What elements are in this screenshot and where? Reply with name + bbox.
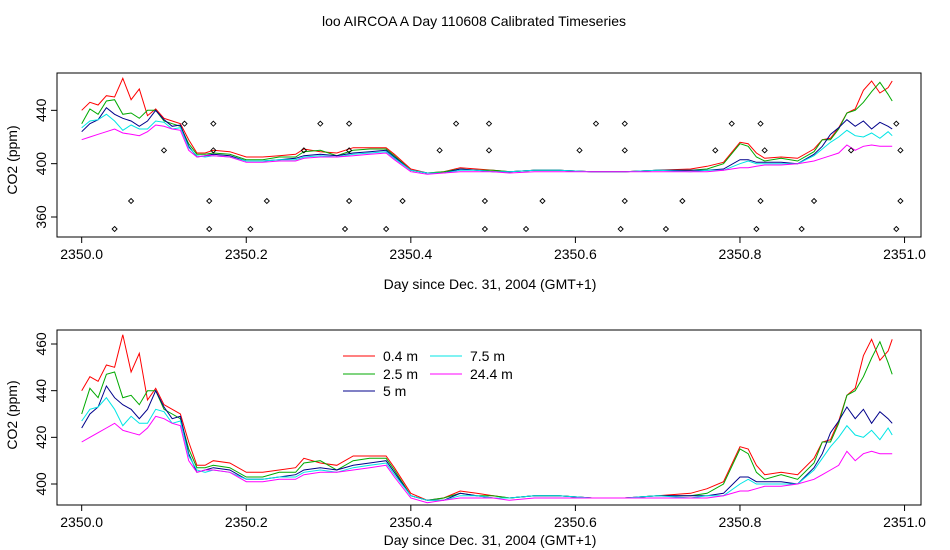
series-line-7-5-m-bottom [81, 396, 893, 501]
data-point [485, 147, 493, 154]
series-line-24-4-m-top [81, 124, 893, 175]
data-point [181, 120, 188, 127]
data-point [757, 120, 764, 127]
data-point [111, 225, 118, 233]
legend-label-7-5m: 7.5 m [470, 348, 505, 364]
data-point [893, 120, 900, 127]
data-point [247, 225, 254, 233]
data-point [127, 197, 135, 205]
plot-frame-top [56, 72, 922, 238]
data-point [798, 225, 805, 233]
data-point [662, 225, 670, 233]
y-axis-label-bottom: CO2 (ppm) [4, 380, 20, 449]
y-axis-label-top: CO2 (ppm) [4, 125, 20, 194]
data-point [452, 120, 460, 127]
figure-title: loo AIRCOA A Day 110608 Calibrated Times… [322, 13, 626, 29]
data-point [621, 120, 628, 127]
plot-frame-bottom [56, 329, 922, 506]
data-point [300, 147, 307, 154]
y-tick-label-top: 400 [33, 152, 49, 176]
data-point [345, 147, 353, 154]
x-tick-label-top: 2350.2 [225, 246, 268, 262]
data-point [753, 225, 760, 233]
y-axis-ticks-bottom: 400 420 440 460 [33, 332, 57, 496]
y-tick-label-top: 360 [33, 205, 49, 229]
x-tick-label-top: 2350.8 [719, 246, 762, 262]
x-tick-label-bottom: 2350.2 [225, 514, 268, 530]
series-line-2-5-m-top [81, 81, 893, 174]
series-line-5-m-bottom [81, 384, 893, 501]
x-tick-label-bottom: 2350.4 [389, 514, 432, 530]
data-point [383, 225, 390, 233]
panel-bottom: 2350.0 2350.2 2350.4 2350.6 2350.8 2351.0 400… [4, 329, 926, 548]
data-point [897, 197, 904, 205]
data-point [757, 197, 764, 205]
data-point [897, 147, 904, 154]
y-tick-label-bottom: 460 [33, 332, 49, 356]
x-tick-label-top: 2350.0 [60, 246, 103, 262]
data-point [345, 197, 353, 205]
data-point [481, 225, 489, 233]
series-line-24-4-m-bottom [81, 415, 893, 504]
y-tick-label-bottom: 400 [33, 472, 49, 496]
x-tick-label-bottom: 2350.6 [554, 514, 597, 530]
x-tick-label-bottom: 2350.0 [60, 514, 103, 530]
data-point [399, 197, 406, 205]
data-point [679, 197, 686, 205]
x-tick-label-top: 2350.6 [554, 246, 597, 262]
data-point [485, 120, 493, 127]
panel-top: 2350.0 2350.2 2350.4 2350.6 2350.8 2351.0 360… [4, 72, 926, 292]
legend-label-24-4m: 24.4 m [470, 366, 513, 382]
data-point [893, 225, 900, 233]
legend-label-5m: 5 m [383, 383, 406, 399]
scatter-points-top [111, 120, 904, 233]
data-point [206, 197, 213, 205]
data-point [436, 147, 443, 154]
data-point [160, 147, 168, 154]
series-line-7-5-m-top [81, 113, 893, 174]
series-line-0-4-m-top [81, 76, 893, 174]
series-lines-bottom [81, 334, 893, 504]
data-point [341, 225, 349, 233]
x-tick-label-bottom: 2351.0 [883, 514, 926, 530]
data-point [317, 120, 324, 127]
x-axis-ticks-bottom: 2350.0 2350.2 2350.4 2350.6 2350.8 2351.0 [60, 505, 926, 530]
data-point [481, 197, 489, 205]
legend: 0.4 m 2.5 m 5 m 7.5 m 24.4 m [343, 348, 513, 399]
data-point [621, 197, 628, 205]
x-tick-label-top: 2350.4 [389, 246, 432, 262]
data-point [712, 147, 719, 154]
legend-label-0-4m: 0.4 m [383, 348, 418, 364]
data-point [847, 147, 855, 154]
x-axis-ticks-top: 2350.0 2350.2 2350.4 2350.6 2350.8 2351.0 [60, 237, 926, 262]
y-tick-label-bottom: 420 [33, 425, 49, 449]
x-axis-label-top: Day since Dec. 31, 2004 (GMT+1) [384, 276, 597, 292]
data-point [592, 120, 600, 127]
data-point [621, 147, 628, 154]
data-point [576, 147, 583, 154]
y-tick-label-bottom: 440 [33, 379, 49, 403]
data-point [728, 120, 735, 127]
data-point [210, 147, 217, 154]
data-point [263, 197, 270, 205]
data-point [522, 225, 530, 233]
x-tick-label-top: 2351.0 [883, 246, 926, 262]
y-axis-ticks-top: 360 400 440 [33, 98, 57, 229]
data-point [617, 225, 624, 233]
x-axis-label-bottom: Day since Dec. 31, 2004 (GMT+1) [384, 532, 597, 548]
series-lines-top [81, 76, 893, 175]
y-tick-label-top: 440 [33, 98, 49, 122]
data-point [761, 147, 768, 154]
data-point [810, 197, 818, 205]
x-tick-label-bottom: 2350.8 [719, 514, 762, 530]
data-point [206, 225, 213, 233]
data-point [539, 197, 546, 205]
data-point [210, 120, 217, 127]
legend-label-2-5m: 2.5 m [383, 366, 418, 382]
data-point [345, 120, 353, 127]
